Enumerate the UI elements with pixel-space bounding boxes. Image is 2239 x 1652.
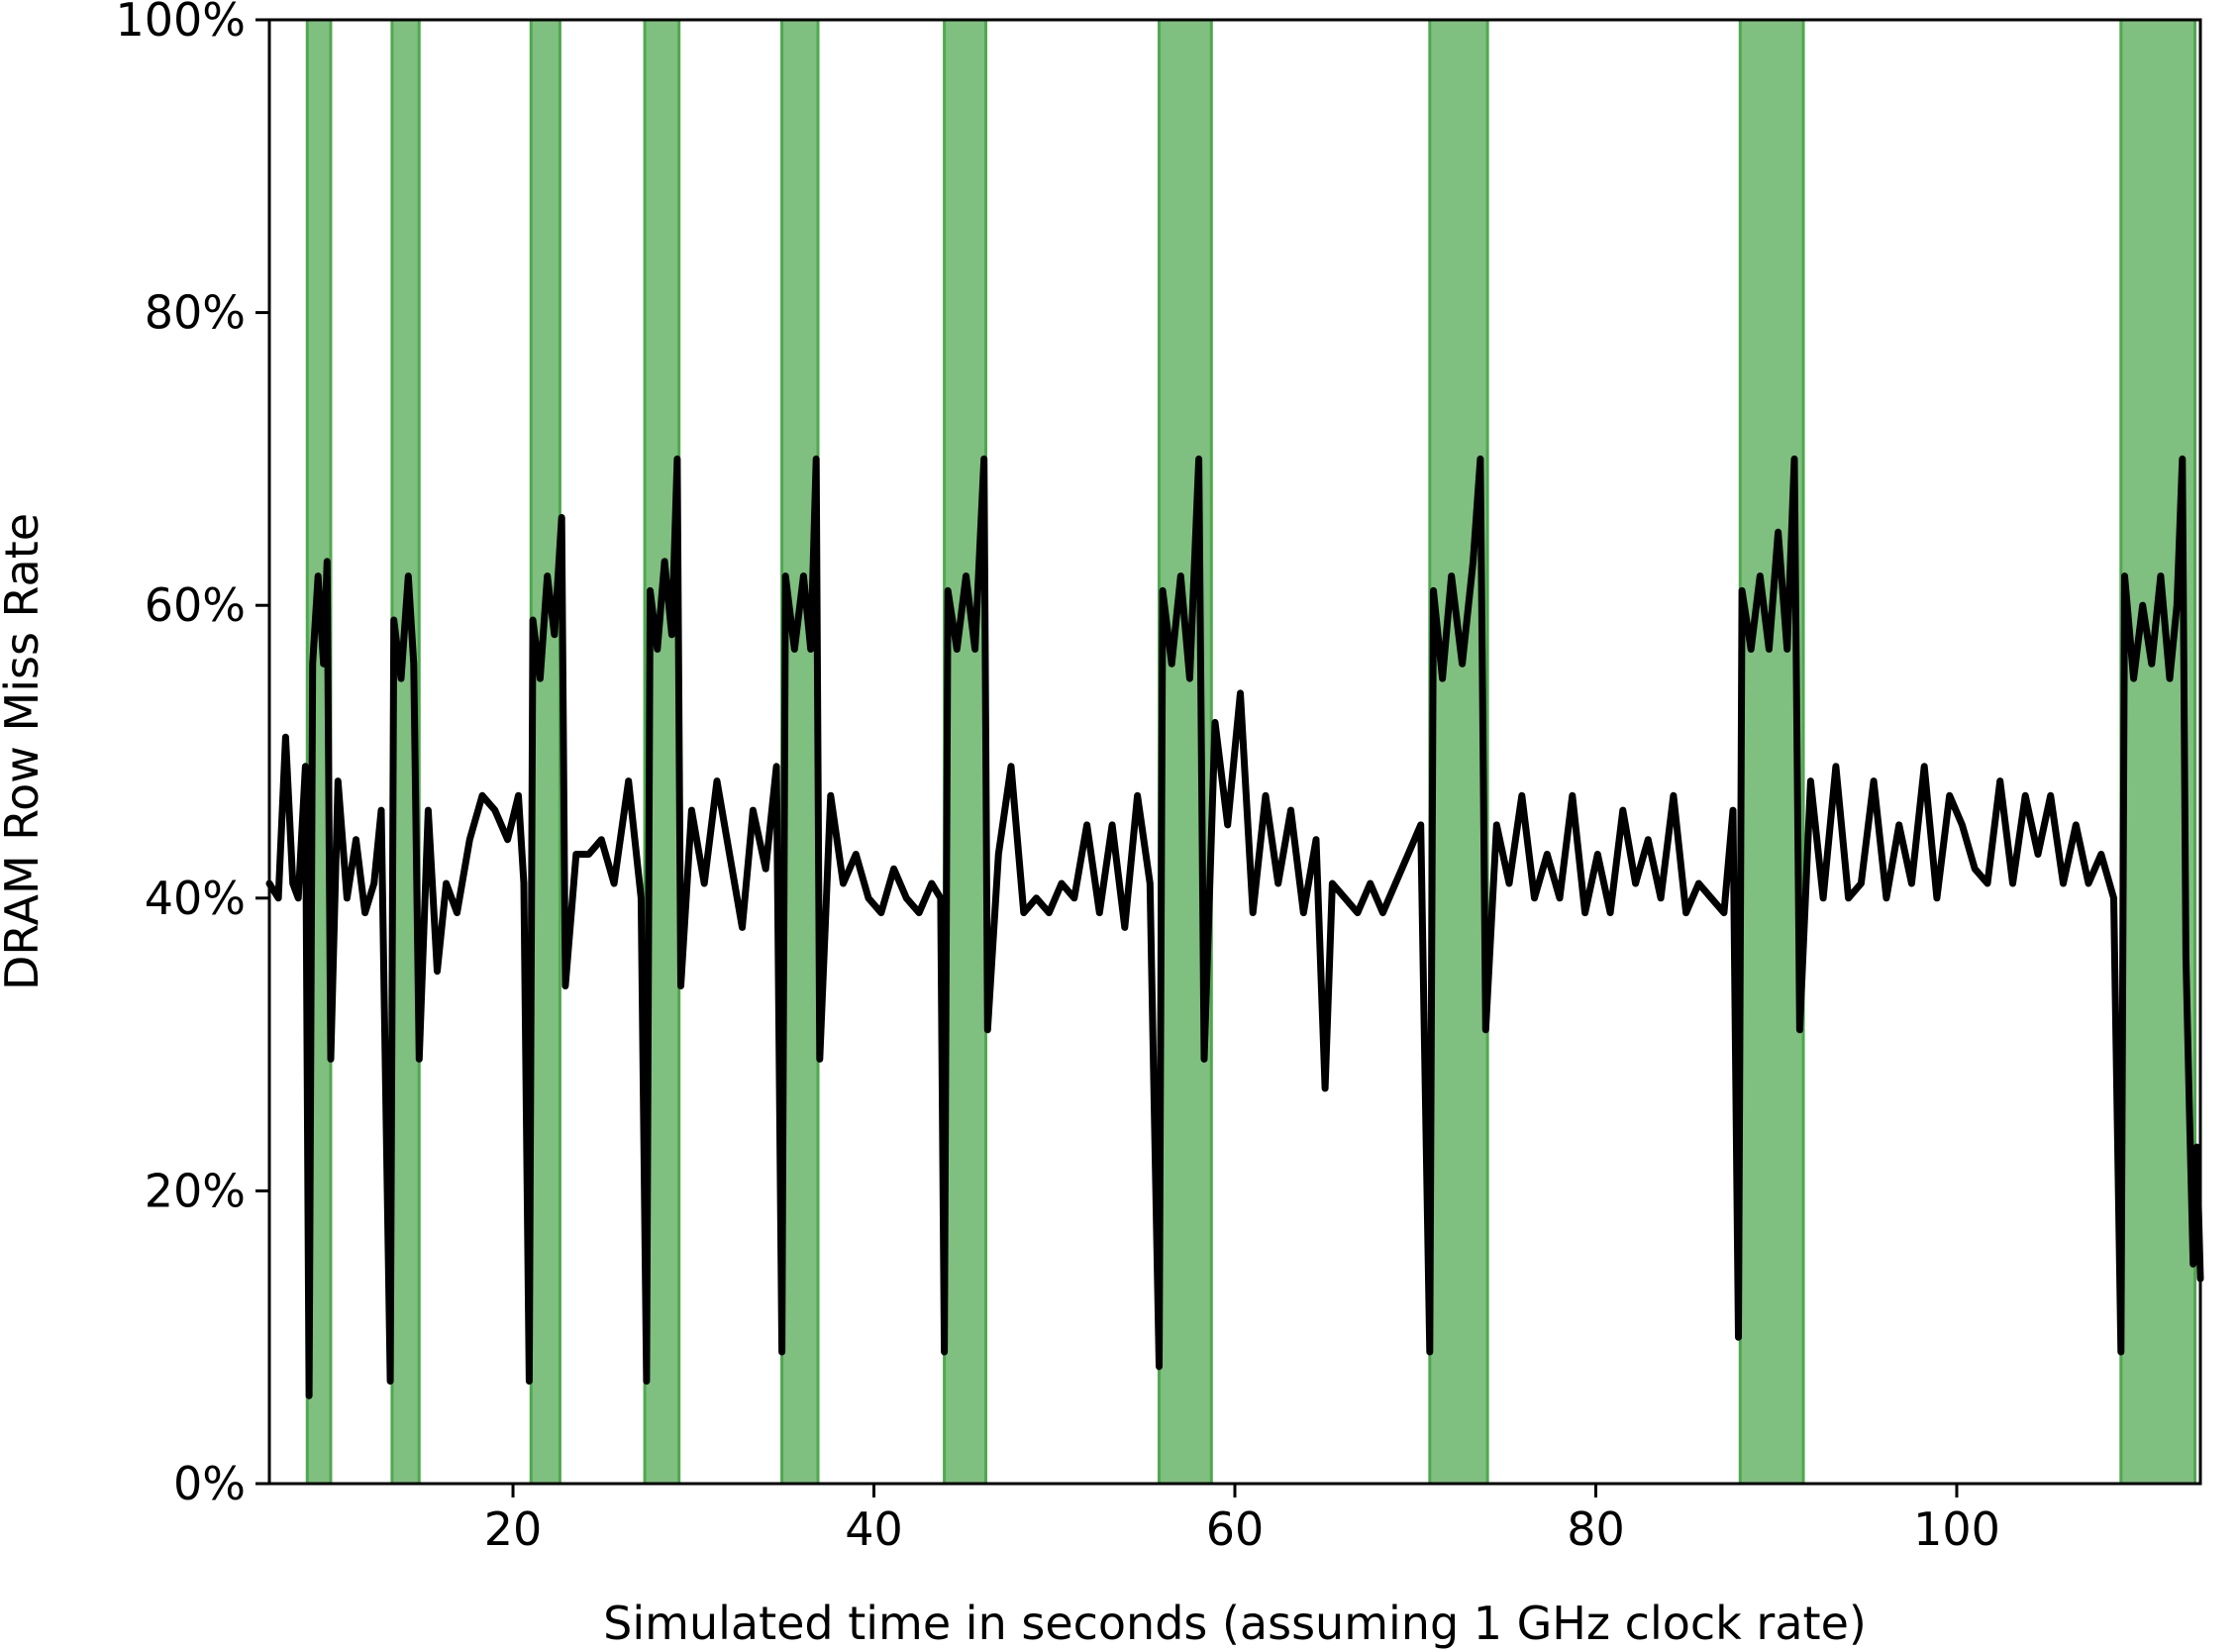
y-tick-label: 80% bbox=[145, 286, 246, 340]
y-tick-label: 60% bbox=[145, 578, 246, 632]
highlight-band bbox=[1428, 18, 1489, 1486]
x-axis-label: Simulated time in seconds (assuming 1 GH… bbox=[603, 1597, 1867, 1650]
y-tick-label: 40% bbox=[145, 872, 246, 925]
x-tick-label: 100 bbox=[1913, 1502, 2000, 1556]
y-axis: 0% 20% 40% 60% 80% 100% bbox=[115, 0, 269, 1510]
y-axis-label: DRAM Row Miss Rate bbox=[0, 513, 49, 990]
x-tick-label: 20 bbox=[484, 1502, 543, 1556]
x-tick-label: 60 bbox=[1206, 1502, 1265, 1556]
y-tick-label: 100% bbox=[115, 0, 246, 47]
y-tick-label: 0% bbox=[173, 1457, 246, 1510]
highlight-bands bbox=[305, 18, 2197, 1486]
line-series bbox=[265, 455, 2204, 1399]
x-tick-label: 80 bbox=[1567, 1502, 1625, 1556]
x-tick-label: 40 bbox=[845, 1502, 903, 1556]
x-axis: 20 40 60 80 100 bbox=[484, 1484, 2000, 1556]
highlight-band bbox=[1738, 18, 1805, 1486]
y-tick-label: 20% bbox=[145, 1164, 246, 1217]
series-line bbox=[265, 455, 2204, 1399]
